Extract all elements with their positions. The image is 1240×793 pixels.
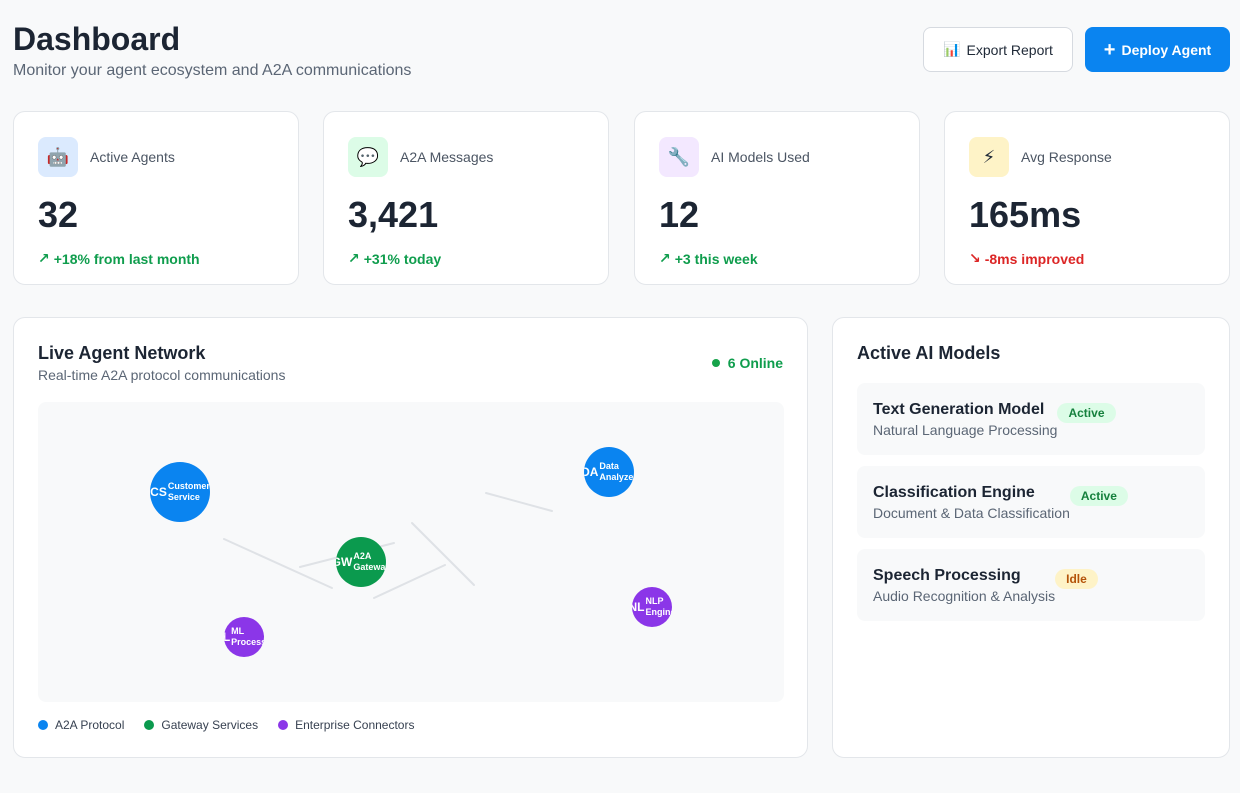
model-name: Classification Engine [873, 483, 1035, 501]
legend-item: Enterprise Connectors [278, 718, 414, 732]
legend-dot-icon [144, 720, 155, 730]
legend-label: Gateway Services [161, 718, 259, 732]
legend-dot-icon [38, 720, 48, 730]
model-description: Document & Data Classification [873, 504, 1070, 521]
status-badge: Idle [1055, 569, 1098, 589]
connection-line [373, 564, 446, 599]
stat-delta: ↗ +3 this week [659, 250, 895, 267]
connection-line [411, 522, 475, 586]
export-report-button[interactable]: 📊 Export Report [923, 27, 1073, 72]
model-description: Audio Recognition & Analysis [873, 587, 1056, 604]
online-count: 6 Online [727, 355, 783, 371]
connection-lines [223, 492, 553, 599]
page-header: Dashboard Monitor your agent ecosystem a… [13, 20, 411, 80]
node-abbr: ML [224, 630, 231, 644]
stat-card-active-agents: 🤖 Active Agents 32 ↗ +18% from last month [13, 111, 299, 285]
node-abbr: DA [584, 465, 599, 479]
stat-value: 32 [38, 194, 79, 235]
model-item-classification-engine[interactable]: Classification Engine Document & Data Cl… [857, 466, 1205, 538]
agent-node-customer-service[interactable]: CS Customer Service [150, 462, 210, 522]
lightning-icon: ⚡ [969, 137, 1009, 177]
chat-bubble-icon: 💬 [348, 137, 388, 177]
stat-card-ai-models: 🔧 AI Models Used 12 ↗ +3 this week [634, 111, 920, 285]
legend-dot-icon [278, 720, 289, 730]
arrow-down-right-icon: ↘ [969, 250, 981, 266]
node-abbr: GW [336, 555, 353, 569]
stat-value: 3,421 [348, 194, 439, 235]
models-title: Active AI Models [857, 343, 1001, 363]
agent-node-a2a-gateway[interactable]: GW A2A Gateway [336, 537, 386, 587]
page-title: Dashboard [13, 21, 181, 57]
stat-label: Avg Response [1021, 149, 1112, 165]
model-name: Text Generation Model [873, 400, 1045, 418]
stat-delta-text: -8ms improved [984, 250, 1085, 267]
legend-item: A2A Protocol [38, 718, 124, 732]
legend-item: Gateway Services [144, 718, 258, 732]
active-ai-models-panel: Active AI Models Text Generation Model N… [832, 317, 1230, 758]
model-item-speech-processing[interactable]: Speech Processing Audio Recognition & An… [857, 549, 1205, 621]
node-abbr: NL [632, 600, 645, 614]
deploy-agent-button[interactable]: + Deploy Agent [1085, 27, 1230, 72]
stat-delta: ↗ +31% today [348, 250, 584, 267]
agent-node-data-analyzer[interactable]: DA Data Analyzer [584, 447, 634, 497]
model-item-text-generation[interactable]: Text Generation Model Natural Language P… [857, 383, 1205, 455]
stat-card-avg-response: ⚡ Avg Response 165ms ↘ -8ms improved [944, 111, 1230, 285]
model-description: Natural Language Processing [873, 421, 1058, 438]
legend-label: A2A Protocol [55, 718, 125, 732]
node-label: ML Processor [231, 626, 264, 647]
stat-label: Active Agents [90, 149, 175, 165]
stat-delta-text: +3 this week [674, 250, 758, 267]
stat-label: AI Models Used [711, 149, 810, 165]
connection-line [485, 492, 553, 512]
node-label: A2A Gateway [353, 551, 386, 572]
node-abbr: CS [150, 485, 167, 499]
legend-label: Enterprise Connectors [295, 718, 415, 732]
node-label: NLP Engine [645, 596, 673, 617]
network-legend: A2A Protocol Gateway Services Enterprise… [38, 718, 414, 732]
plus-icon: + [1103, 38, 1116, 61]
bar-chart-icon: 📊 [943, 41, 961, 57]
arrow-up-right-icon: ↗ [348, 250, 360, 266]
network-subtitle: Real-time A2A protocol communications [38, 367, 286, 383]
stat-card-a2a-messages: 💬 A2A Messages 3,421 ↗ +31% today [323, 111, 609, 285]
network-title: Live Agent Network [38, 343, 206, 363]
wrench-icon: 🔧 [659, 137, 699, 177]
arrow-up-right-icon: ↗ [659, 250, 671, 266]
live-agent-network-panel: Live Agent Network Real-time A2A protoco… [13, 317, 808, 758]
status-badge: Active [1069, 486, 1128, 506]
deploy-agent-label: Deploy Agent [1121, 41, 1212, 58]
stat-value: 12 [659, 194, 700, 235]
stat-delta-text: +31% today [363, 250, 442, 267]
node-label: Customer Service [167, 481, 210, 502]
stat-label: A2A Messages [400, 149, 494, 165]
export-report-label: Export Report [966, 41, 1053, 58]
status-badge: Active [1057, 403, 1116, 423]
robot-icon: 🤖 [38, 137, 78, 177]
node-label: Data Analyzer [599, 461, 634, 482]
stat-delta: ↗ +18% from last month [38, 250, 274, 267]
model-name: Speech Processing [873, 566, 1021, 584]
page-subtitle: Monitor your agent ecosystem and A2A com… [13, 62, 412, 79]
online-dot-icon [711, 359, 720, 367]
stat-delta-text: +18% from last month [53, 250, 200, 267]
online-status: 6 Online [711, 355, 783, 371]
agent-node-ml-processor[interactable]: ML ML Processor [224, 617, 264, 657]
network-canvas[interactable]: CS Customer Service DA Data Analyzer GW … [38, 402, 784, 702]
stat-delta: ↘ -8ms improved [969, 250, 1205, 267]
stat-value: 165ms [969, 194, 1082, 235]
connection-line [223, 538, 333, 589]
agent-node-nlp-engine[interactable]: NL NLP Engine [632, 587, 672, 627]
arrow-up-right-icon: ↗ [38, 250, 50, 266]
